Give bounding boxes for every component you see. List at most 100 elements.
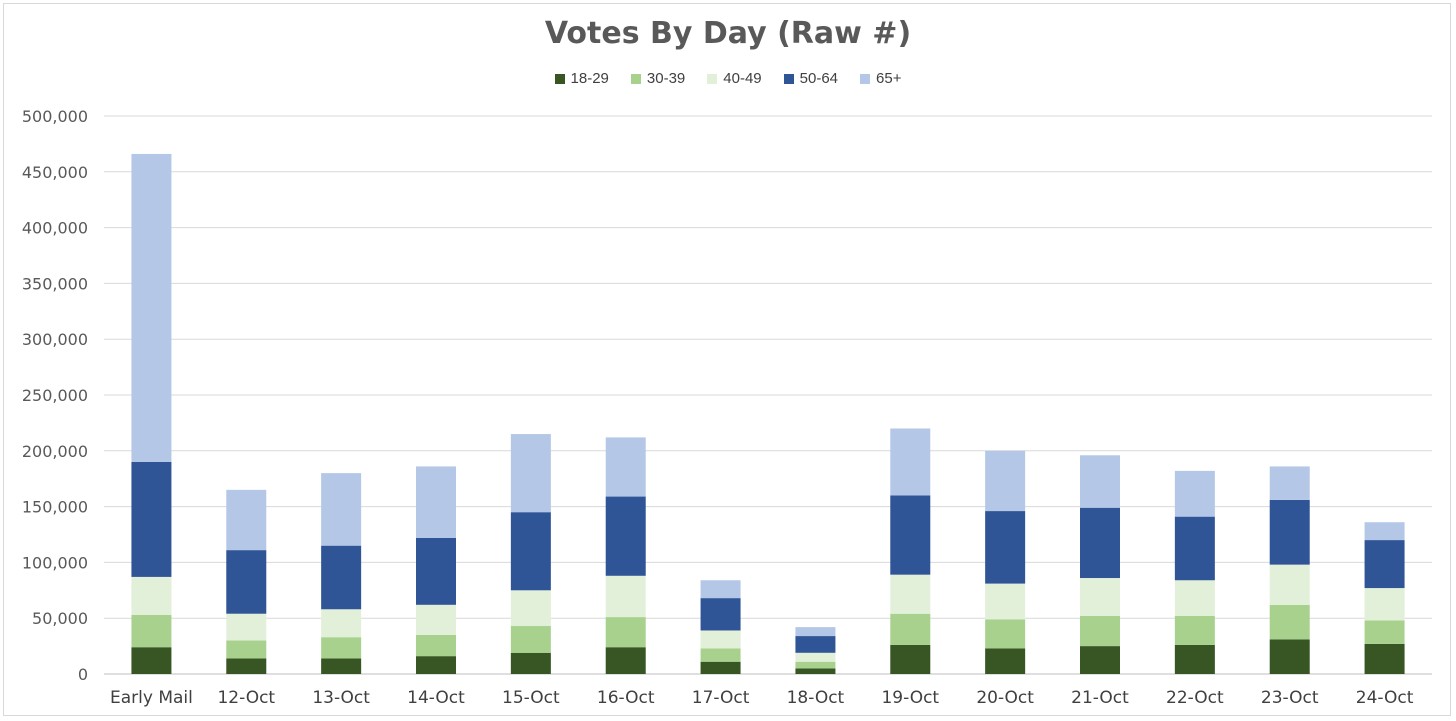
y-tick-label: 250,000 [22, 386, 88, 405]
bar-segment-30-39 [1269, 604, 1310, 640]
bar-segment-18-29 [890, 644, 931, 674]
bar-segment-50-64 [1364, 540, 1405, 589]
x-tick-label: 19-Oct [881, 688, 939, 708]
bar-segment-18-29 [416, 656, 456, 674]
bar-segment-18-29 [1269, 639, 1310, 674]
y-tick-label: 300,000 [22, 330, 88, 349]
bar-segment-18-29 [321, 658, 362, 674]
bar-segment-18-29 [795, 668, 836, 674]
x-tick-label: 17-Oct [692, 688, 750, 708]
bar-segment-18-29 [1080, 646, 1120, 674]
legend-label: 40-49 [723, 70, 762, 87]
bar-segment-30-39 [226, 640, 267, 659]
bar-segment-50-64 [321, 545, 362, 610]
bar-segment-40-49 [1269, 564, 1310, 605]
bar-segment-65+ [700, 580, 741, 599]
x-tick-label: 18-Oct [787, 688, 845, 708]
bar-segment-30-39 [510, 626, 551, 653]
bar-segment-65+ [131, 153, 172, 462]
bar-segment-18-29 [985, 648, 1026, 674]
y-tick-label: 500,000 [22, 107, 88, 126]
legend-item-18-29: 18-29 [554, 70, 609, 87]
x-tick-label: 24-Oct [1356, 688, 1414, 708]
bar-segment-65+ [890, 428, 931, 496]
x-tick-label: 13-Oct [312, 688, 370, 708]
bar-segment-18-29 [510, 652, 551, 674]
y-tick-label: 200,000 [22, 442, 88, 461]
bar-segment-30-39 [605, 617, 646, 648]
chart-title: Votes By Day (Raw #) [544, 16, 912, 51]
bar-segment-30-39 [416, 634, 456, 657]
legend-item-30-39: 30-39 [630, 70, 686, 87]
legend-label: 18-29 [570, 70, 609, 87]
bar-segment-40-49 [795, 652, 836, 662]
bar-segment-40-49 [226, 613, 267, 641]
legend-item-50-64: 50-64 [783, 70, 839, 87]
bar-segment-40-49 [1080, 578, 1120, 616]
bar-segment-50-64 [226, 550, 267, 614]
legend-item-65+: 65+ [860, 70, 901, 87]
bar-segment-40-49 [416, 604, 456, 635]
bar-segment-65+ [1364, 522, 1405, 541]
legend-label: 65+ [876, 70, 902, 87]
bar-segment-40-49 [890, 574, 931, 614]
bar-segment-18-29 [1174, 644, 1215, 674]
y-tick-label: 450,000 [22, 163, 88, 182]
bar-segment-40-49 [700, 630, 741, 649]
y-tick-label: 350,000 [22, 274, 88, 293]
bar-segment-18-29 [700, 661, 741, 674]
legend-swatch [707, 73, 718, 84]
x-tick-label: 23-Oct [1261, 688, 1319, 708]
bar-segment-18-29 [1364, 643, 1405, 674]
bar-segment-40-49 [605, 575, 646, 618]
bar-segment-50-64 [131, 461, 172, 577]
bar-segment-65+ [321, 473, 362, 546]
bar-segment-50-64 [795, 636, 836, 653]
y-tick-label: 400,000 [22, 219, 88, 238]
bar-segment-30-39 [890, 613, 931, 645]
bar-segment-18-29 [605, 647, 646, 674]
x-tick-label: 15-Oct [502, 688, 560, 708]
bar-segment-65+ [1269, 466, 1310, 500]
bar-segment-65+ [605, 437, 646, 497]
chart-legend: 18-29 30-39 40-49 50-64 65+ [0, 70, 1456, 87]
bar-segment-30-39 [985, 619, 1026, 649]
legend-label: 30-39 [646, 70, 686, 87]
bar-segment-50-64 [1174, 516, 1215, 581]
bar-segment-18-29 [131, 647, 172, 674]
bar-segment-65+ [1174, 470, 1215, 517]
x-tick-label: 16-Oct [597, 688, 655, 708]
legend-label: 50-64 [799, 70, 839, 87]
bar-segment-40-49 [131, 576, 172, 615]
y-tick-label: 100,000 [22, 553, 88, 572]
bar-segment-40-49 [321, 609, 362, 638]
legend-swatch [554, 73, 565, 84]
bar-segment-50-64 [605, 496, 646, 576]
bar-segment-65+ [510, 434, 551, 513]
x-tick-label: 12-Oct [217, 688, 275, 708]
x-tick-label: 20-Oct [976, 688, 1034, 708]
legend-item-40-49: 40-49 [707, 70, 762, 87]
bar-segment-65+ [795, 627, 836, 637]
bar-segment-50-64 [416, 537, 456, 605]
bar-segment-30-39 [1174, 615, 1215, 645]
bar-segment-50-64 [1080, 507, 1120, 579]
bar-segment-30-39 [321, 637, 362, 659]
bar-segment-50-64 [1269, 499, 1310, 565]
bar-segment-40-49 [1364, 588, 1405, 621]
bar-segment-30-39 [1364, 620, 1405, 644]
legend-swatch [783, 73, 794, 84]
bar-segment-50-64 [700, 598, 741, 631]
bar-segment-50-64 [985, 511, 1026, 584]
legend-swatch [630, 73, 641, 84]
bar-segment-40-49 [1174, 580, 1215, 616]
bar-segment-40-49 [985, 583, 1026, 620]
bar-segment-65+ [226, 489, 267, 551]
x-tick-label: 14-Oct [407, 688, 465, 708]
y-tick-label: 0 [78, 665, 88, 684]
x-tick-label: 21-Oct [1071, 688, 1129, 708]
bar-segment-30-39 [1080, 615, 1120, 647]
bar-segment-30-39 [795, 661, 836, 669]
bar-segment-30-39 [131, 614, 172, 648]
